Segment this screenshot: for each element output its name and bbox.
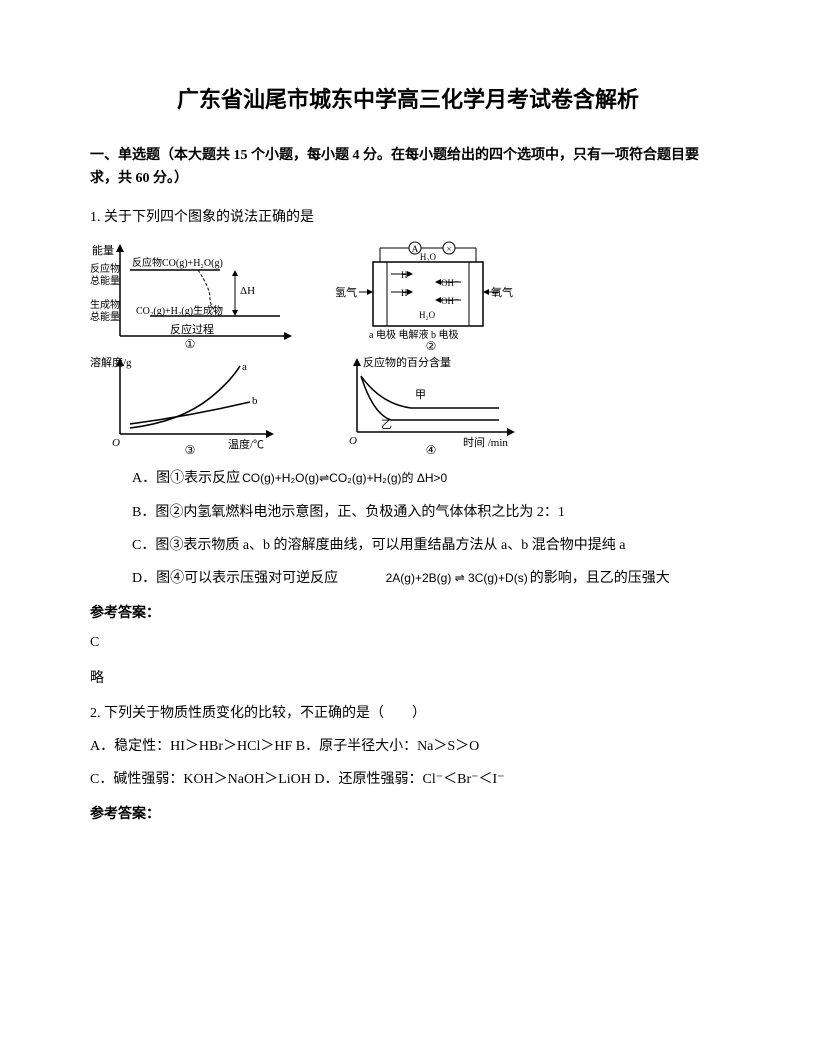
q1-figures: 反应物CO(g)+H₂O(g) CO₂(g)+H₂(g)生成物 ΔH 能量 反应…: [90, 238, 726, 454]
q2-answer-label: 参考答案：: [90, 802, 726, 827]
q1-optA-eq: CO(g)+H₂O(g)⇌CO₂(g)+H₂(g)的 ΔH>0: [240, 468, 449, 490]
q1-optD-prefix: D．图④可以表示压强对可逆反应: [132, 571, 338, 586]
q1-note: 略: [90, 666, 726, 691]
q1-option-a: A．图①表示反应CO(g)+H₂O(g)⇌CO₂(g)+H₂(g)的 ΔH>0: [90, 466, 726, 491]
fig4-x: 时间 /min: [463, 436, 508, 449]
fig4-O: O: [349, 435, 357, 447]
fig1-bottomline: CO₂(g)+H₂(g)生成物: [136, 304, 223, 317]
q1-option-c: C．图③表示物质 a、b 的溶解度曲线，可以用重结晶方法从 a、b 混合物中提纯…: [90, 533, 726, 558]
fig1-l2: 总能量: [90, 274, 120, 287]
fig1-l1: 反应物: [90, 262, 120, 275]
q1-answer-label: 参考答案：: [90, 601, 726, 626]
fig2-left-gas: 氢气: [335, 285, 357, 299]
q1-stem: 1. 关于下列四个图象的说法正确的是: [90, 205, 726, 230]
q2-stem: 2. 下列关于物质性质变化的比较，不正确的是（ ）: [90, 701, 726, 726]
q1-optD-eq: 2A(g)+2B(g) ⇌ 3C(g)+D(s): [342, 568, 530, 590]
fig2-A: A: [412, 244, 419, 254]
fig3-x: 温度/℃: [228, 437, 264, 451]
fig2-OH2: OH⁻: [441, 296, 459, 306]
fig3-b: b: [252, 395, 258, 407]
q1-optD-suffix: 的影响，且乙的压强大: [530, 571, 670, 586]
q2-option-ab: A．稳定性：HI＞HBr＞HCl＞HF B．原子半径大小：Na＞S＞O: [90, 734, 726, 759]
fig1-topline: 反应物CO(g)+H₂O(g): [132, 256, 223, 269]
fig3-cap: ③: [185, 443, 196, 454]
fig3-y: 溶解度/g: [90, 355, 132, 369]
page-title: 广东省汕尾市城东中学高三化学月考试卷含解析: [90, 80, 726, 120]
fig1-cap: ①: [185, 337, 196, 350]
fig1-l4: 总能量: [90, 310, 120, 323]
q1-option-d: D．图④可以表示压强对可逆反应 2A(g)+2B(g) ⇌ 3C(g)+D(s)…: [90, 566, 726, 591]
q1-answer: C: [90, 630, 726, 655]
fig4-cap: ④: [426, 443, 437, 454]
section-heading: 一、单选题（本大题共 15 个小题，每小题 4 分。在每小题给出的四个选项中，只…: [90, 144, 726, 192]
fig4-y: 反应物的百分含量: [363, 355, 451, 369]
figure-4: 反应物的百分含量 O 时间 /min 甲 乙 ④: [331, 354, 531, 454]
figure-3: 溶解度/g O 温度/℃ a b ③: [90, 354, 295, 454]
q2-option-cd: C．碱性强弱：KOH＞NaOH＞LiOH D．还原性强弱：Cl⁻＜Br⁻＜I⁻: [90, 767, 726, 792]
fig1-x: 反应过程: [170, 322, 214, 336]
q1-optA-prefix: A．图①表示反应: [132, 471, 240, 486]
fig2-h2o: H₂O: [419, 310, 436, 320]
fig4-yi: 乙: [381, 418, 392, 431]
fig1-ytop: 能量: [92, 243, 114, 257]
fig2-bottom: a 电极 电解液 b 电极: [369, 328, 458, 341]
fig2-OH1: OH⁻: [441, 278, 459, 288]
fig1-dh: ΔH: [240, 285, 255, 297]
figure-2: A × H₂O 氢气 氧气 H⁺ OH⁻ H⁺ OH⁻ H₂O: [331, 238, 531, 350]
fig3-O: O: [112, 437, 120, 449]
fig1-l3: 生成物: [90, 298, 120, 311]
fig2-h2o-top: H₂O: [420, 252, 437, 262]
fig2-X: ×: [446, 244, 451, 254]
figure-1: 反应物CO(g)+H₂O(g) CO₂(g)+H₂(g)生成物 ΔH 能量 反应…: [90, 238, 295, 350]
fig2-cap: ②: [426, 339, 437, 350]
fig4-jia: 甲: [415, 389, 426, 401]
q1-option-b: B．图②内氢氧燃料电池示意图，正、负极通入的气体体积之比为 2：1: [90, 500, 726, 525]
fig3-a: a: [242, 361, 247, 373]
